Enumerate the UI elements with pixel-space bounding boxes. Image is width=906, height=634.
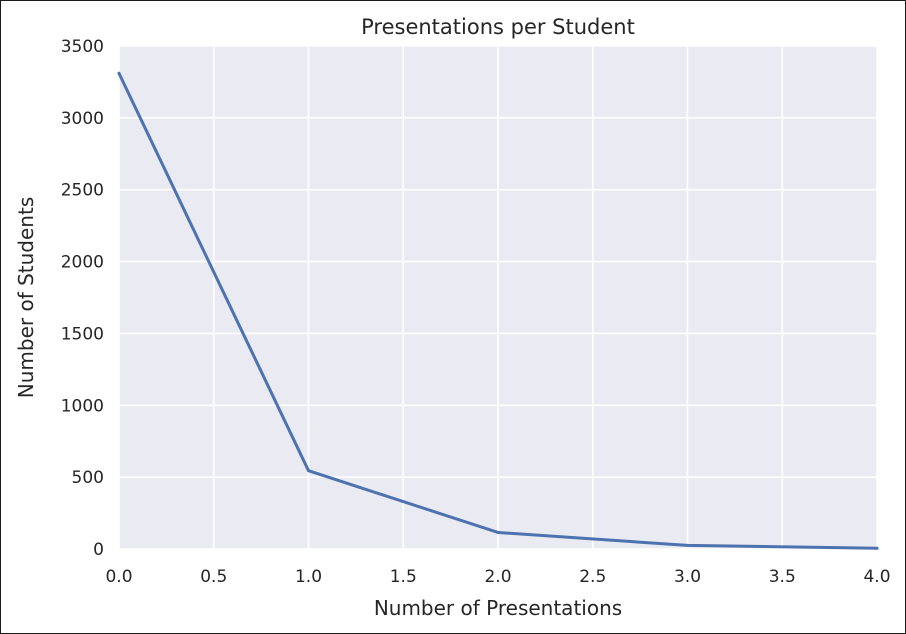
y-axis-ticks: 0 500 1000 1500 2000 2500 3000 3500 [61,37,104,560]
x-tick-label: 1.0 [295,567,322,587]
x-tick-label: 1.5 [390,567,417,587]
y-tick-label: 0 [93,540,104,560]
y-tick-label: 1000 [61,396,104,416]
x-tick-label: 0.0 [105,567,132,587]
data-point [875,546,879,550]
y-axis-title: Number of Students [14,197,38,398]
data-point [307,469,310,473]
y-tick-label: 2500 [61,181,104,201]
data-point [686,543,689,547]
y-tick-label: 2000 [61,253,104,273]
x-tick-label: 4.0 [863,567,890,587]
x-axis-title: Number of Presentations [374,596,622,620]
x-tick-label: 2.0 [484,567,511,587]
data-point [117,71,121,75]
x-tick-label: 3.0 [674,567,701,587]
series-layer [117,71,879,550]
chart-title: Presentations per Student [361,15,635,39]
y-tick-label: 3500 [61,37,104,57]
y-tick-label: 3000 [61,109,104,129]
data-point [496,530,500,534]
x-tick-label: 0.5 [200,567,227,587]
y-tick-label: 1500 [61,324,104,344]
x-axis-ticks: 0.0 0.5 1.0 1.5 2.0 2.5 3.0 3.5 4.0 [105,567,890,587]
grid-lines [118,45,878,550]
x-tick-label: 2.5 [579,567,606,587]
x-tick-label: 3.5 [769,567,796,587]
y-tick-label: 500 [72,468,104,488]
